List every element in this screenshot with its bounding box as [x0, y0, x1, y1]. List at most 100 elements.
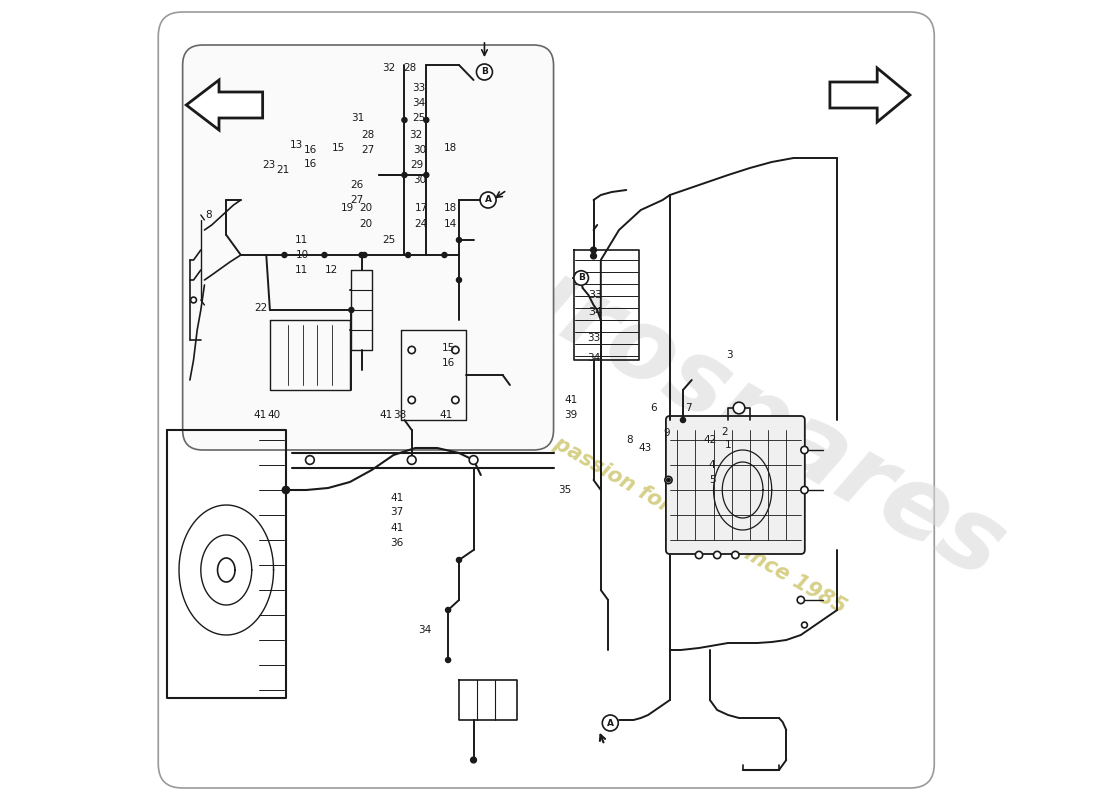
Text: 22: 22: [254, 303, 267, 313]
Text: 28: 28: [362, 130, 375, 140]
Text: 36: 36: [390, 538, 404, 548]
Text: 26: 26: [350, 180, 363, 190]
Text: 25: 25: [412, 113, 426, 123]
Text: 14: 14: [443, 219, 456, 229]
Text: 35: 35: [559, 485, 572, 495]
FancyBboxPatch shape: [666, 416, 805, 554]
Text: 27: 27: [350, 195, 363, 205]
Text: 16: 16: [304, 159, 317, 169]
Text: 8: 8: [626, 435, 632, 445]
Circle shape: [471, 757, 476, 763]
Circle shape: [282, 253, 287, 258]
Text: 27: 27: [362, 145, 375, 155]
Text: 7: 7: [685, 403, 692, 413]
FancyBboxPatch shape: [183, 45, 553, 450]
Circle shape: [452, 396, 459, 404]
Text: 1: 1: [725, 440, 732, 450]
Circle shape: [801, 446, 808, 454]
Text: 34: 34: [418, 625, 431, 635]
Circle shape: [307, 457, 314, 463]
Text: 20: 20: [360, 219, 373, 229]
Circle shape: [408, 457, 415, 463]
Text: B: B: [578, 274, 584, 282]
Circle shape: [452, 346, 459, 354]
Text: 40: 40: [267, 410, 280, 420]
Circle shape: [480, 192, 496, 208]
Circle shape: [681, 418, 685, 422]
Text: B: B: [481, 67, 488, 77]
Polygon shape: [186, 80, 263, 130]
Text: 38: 38: [393, 410, 406, 420]
Text: 37: 37: [390, 507, 404, 517]
Circle shape: [446, 658, 451, 662]
Text: 41: 41: [564, 395, 578, 405]
Text: 31: 31: [351, 113, 364, 123]
Circle shape: [470, 456, 477, 464]
Text: eurospares: eurospares: [425, 200, 1021, 600]
Text: 12: 12: [324, 265, 338, 275]
Text: 3: 3: [726, 350, 733, 360]
Text: 32: 32: [382, 63, 395, 73]
Text: 30: 30: [414, 145, 427, 155]
Text: 33: 33: [412, 83, 426, 93]
Circle shape: [456, 238, 462, 242]
Text: 39: 39: [564, 410, 578, 420]
Circle shape: [362, 253, 367, 258]
Circle shape: [402, 118, 407, 122]
Circle shape: [591, 247, 596, 253]
Circle shape: [456, 278, 462, 282]
Circle shape: [695, 551, 703, 558]
Text: 34: 34: [412, 98, 426, 108]
Circle shape: [446, 607, 451, 613]
Circle shape: [406, 253, 410, 258]
Text: a passion for parts since 1985: a passion for parts since 1985: [531, 422, 849, 618]
Circle shape: [732, 551, 739, 558]
Text: 42: 42: [703, 435, 716, 445]
Text: 8: 8: [206, 210, 212, 220]
Circle shape: [801, 486, 808, 494]
Text: 28: 28: [403, 63, 416, 73]
Circle shape: [408, 346, 416, 354]
Text: 15: 15: [442, 343, 455, 353]
Text: 41: 41: [253, 410, 266, 420]
Text: 19: 19: [340, 203, 353, 213]
Circle shape: [734, 402, 745, 414]
Text: A: A: [485, 195, 492, 205]
Circle shape: [664, 476, 672, 484]
FancyBboxPatch shape: [158, 12, 934, 788]
Text: 2: 2: [722, 427, 728, 437]
Text: 41: 41: [390, 523, 404, 533]
Polygon shape: [829, 68, 910, 122]
Circle shape: [714, 551, 720, 558]
Circle shape: [471, 457, 476, 463]
Text: 6: 6: [650, 403, 657, 413]
Text: 23: 23: [262, 160, 275, 170]
Circle shape: [456, 558, 462, 562]
Text: 32: 32: [409, 130, 422, 140]
Text: A: A: [607, 718, 614, 727]
Circle shape: [349, 307, 354, 313]
Circle shape: [603, 715, 618, 731]
Circle shape: [306, 456, 315, 464]
Text: 17: 17: [415, 203, 428, 213]
Text: 24: 24: [415, 219, 428, 229]
Text: 10: 10: [296, 250, 309, 260]
Text: 41: 41: [439, 410, 452, 420]
Text: 4: 4: [708, 460, 715, 470]
Text: 5: 5: [708, 475, 715, 485]
Circle shape: [190, 297, 197, 303]
Text: 33: 33: [587, 333, 601, 343]
Text: 11: 11: [295, 265, 308, 275]
Text: 20: 20: [360, 203, 373, 213]
Circle shape: [407, 456, 416, 464]
Text: 21: 21: [276, 165, 289, 175]
Circle shape: [442, 253, 447, 258]
Text: 29: 29: [410, 160, 424, 170]
Text: 43: 43: [639, 443, 652, 453]
Circle shape: [798, 596, 804, 604]
Text: 18: 18: [443, 143, 456, 153]
Text: 13: 13: [289, 140, 302, 150]
Text: 34: 34: [587, 307, 602, 317]
Circle shape: [574, 270, 589, 286]
Text: 18: 18: [443, 203, 456, 213]
